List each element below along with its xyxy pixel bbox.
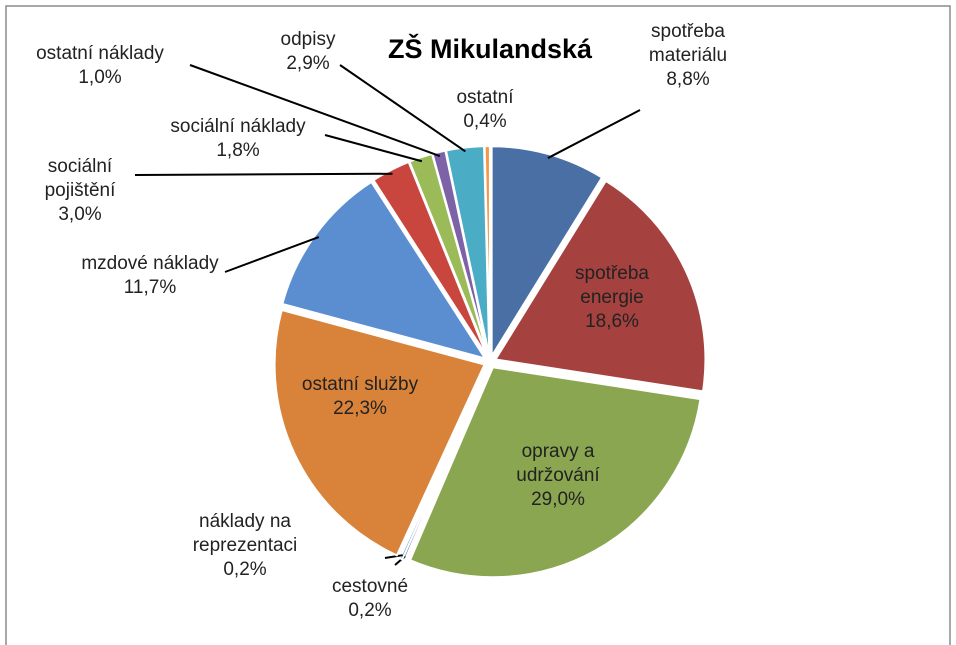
leader-line bbox=[324, 134, 423, 163]
slice-label: ostatní náklady 1,0% bbox=[5, 42, 195, 90]
leader-line bbox=[134, 172, 393, 176]
slice-label: odpisy 2,9% bbox=[258, 28, 358, 76]
slice-label: cestovné 0,2% bbox=[310, 575, 430, 623]
category-label: ostatní služby bbox=[301, 374, 419, 395]
pie-slice bbox=[483, 144, 491, 357]
value-label: 1,0% bbox=[78, 67, 122, 88]
leader-line bbox=[547, 109, 641, 159]
slice-label: ostatní 0,4% bbox=[435, 86, 535, 134]
value-label: 3,0% bbox=[58, 204, 102, 225]
category-label: náklady na reprezentaci bbox=[192, 511, 298, 556]
value-label: 1,8% bbox=[216, 140, 260, 161]
chart-title: ZŠ Mikulandská bbox=[387, 34, 593, 64]
pie-slice bbox=[408, 366, 702, 579]
value-label: 0,2% bbox=[223, 559, 267, 580]
value-label: 0,2% bbox=[348, 600, 392, 621]
category-label: ostatní bbox=[456, 87, 514, 108]
slice-label: mzdové náklady 11,7% bbox=[55, 252, 245, 300]
slice-label: spotřeba materiálu 8,8% bbox=[623, 20, 753, 92]
frame bbox=[5, 5, 951, 645]
category-label: odpisy bbox=[280, 29, 336, 50]
pie-slice bbox=[398, 367, 489, 561]
leader-line bbox=[189, 64, 441, 157]
value-label: 0,4% bbox=[463, 111, 507, 132]
category-label: ostatní náklady bbox=[36, 43, 164, 64]
value-label: 8,8% bbox=[666, 69, 710, 90]
value-label: 22,3% bbox=[333, 398, 387, 419]
leader-line bbox=[384, 554, 403, 559]
slice-label: sociální pojištění 3,0% bbox=[20, 155, 140, 227]
slice-label: sociální náklady 1,8% bbox=[148, 115, 328, 163]
leader-line bbox=[224, 236, 320, 273]
pie-slice bbox=[273, 308, 486, 557]
category-label: sociální pojištění bbox=[44, 156, 116, 201]
value-label: 2,9% bbox=[286, 53, 330, 74]
pie-slice bbox=[490, 145, 604, 360]
pie-slice bbox=[281, 180, 488, 361]
slice-label: opravy a udržování 29,0% bbox=[493, 440, 623, 512]
value-label: 29,0% bbox=[531, 489, 585, 510]
category-label: sociální náklady bbox=[170, 116, 306, 137]
category-label: cestovné bbox=[331, 576, 409, 597]
slice-label: spotřeba energie 18,6% bbox=[557, 262, 667, 334]
value-label: 18,6% bbox=[585, 311, 639, 332]
slice-label: náklady na reprezentaci 0,2% bbox=[170, 510, 320, 582]
category-label: spotřeba materiálu bbox=[648, 21, 728, 66]
category-label: mzdové náklady bbox=[81, 253, 219, 274]
slice-label: ostatní služby 22,3% bbox=[275, 373, 445, 421]
category-label: opravy a udržování bbox=[516, 441, 600, 486]
category-label: spotřeba energie bbox=[575, 263, 649, 308]
pie-slice bbox=[493, 179, 707, 393]
value-label: 11,7% bbox=[123, 277, 177, 298]
leader-line bbox=[339, 64, 466, 153]
